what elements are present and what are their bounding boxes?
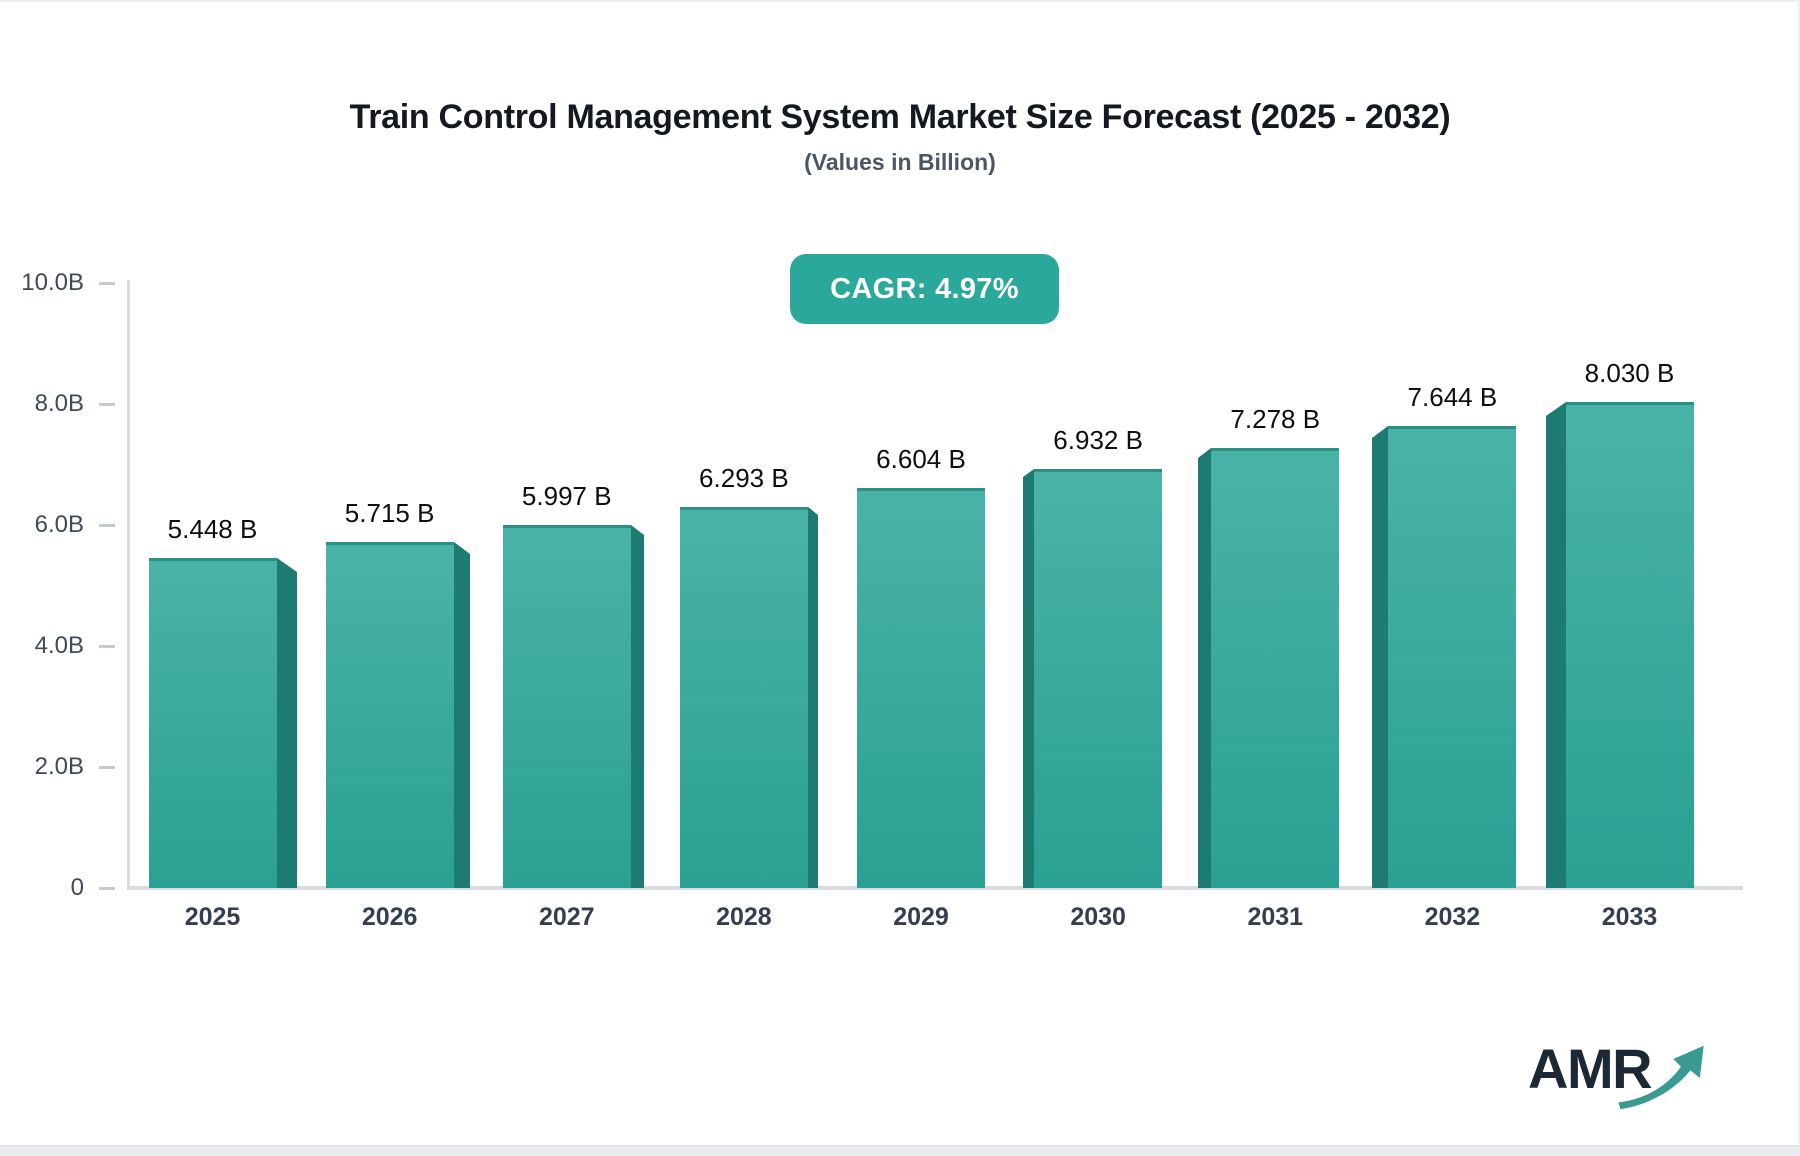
bar-value-label: 6.604 B [876, 444, 966, 474]
bar-value-label: 5.715 B [344, 498, 435, 528]
bar-2031 [1211, 448, 1339, 888]
y-tick-label: 8.0B [34, 390, 84, 417]
bar-2027 [503, 525, 631, 888]
bar-value-label: 5.997 B [521, 481, 612, 511]
x-axis-label-2026: 2026 [361, 903, 418, 931]
x-axis-label-2029: 2029 [893, 903, 949, 931]
x-axis-label-2027: 2027 [538, 903, 595, 931]
y-axis-line [127, 280, 130, 888]
y-tick-label: 4.0B [34, 632, 84, 659]
chart-subtitle: (Values in Billion) [804, 149, 996, 175]
amr-logo: AMR [1528, 1038, 1718, 1122]
bar-3d-side-2026 [454, 542, 470, 888]
bar-3d-side-2025 [277, 558, 297, 888]
y-tick-mark [99, 887, 115, 890]
bar-3d-side-2030 [1023, 469, 1034, 888]
bar-2032 [1388, 426, 1516, 888]
y-tick-mark [99, 524, 115, 527]
chart-title: Train Control Management System Market S… [349, 98, 1451, 136]
bar-2030 [1034, 469, 1162, 888]
y-tick-label: 10.0B [21, 269, 84, 296]
bar-3d-side-2033 [1546, 402, 1566, 888]
bar-value-label: 5.448 B [167, 514, 258, 544]
bar-2026 [326, 542, 454, 888]
x-axis-label-2030: 2030 [1070, 903, 1126, 931]
bar-value-label: 6.932 B [1053, 425, 1143, 455]
bar-3d-side-2028 [808, 507, 818, 888]
top-edge-divider [0, 0, 1800, 2]
bottom-edge-strip [0, 1145, 1800, 1156]
bar-value-label: 6.293 B [699, 463, 789, 493]
bar-value-label: 7.644 B [1407, 382, 1498, 412]
y-tick-mark [99, 403, 115, 406]
y-tick-mark [99, 282, 115, 285]
bar-3d-side-2031 [1198, 448, 1211, 888]
y-tick-mark [99, 645, 115, 648]
growth-arrow-icon [1618, 1045, 1704, 1110]
bar-2028 [680, 507, 808, 888]
bar-value-label: 8.030 B [1584, 358, 1675, 388]
bar-2025 [149, 558, 277, 888]
bar-3d-side-2032 [1372, 426, 1388, 888]
x-axis-label-2028: 2028 [716, 903, 772, 931]
bar-3d-side-2027 [631, 525, 644, 888]
cagr-badge: CAGR: 4.97% [790, 254, 1059, 324]
y-tick-label: 0 [70, 874, 84, 901]
bar-2033 [1566, 402, 1694, 888]
x-axis-label-2033: 2033 [1601, 903, 1658, 931]
x-axis-baseline [127, 886, 1743, 890]
amr-logo-text: AMR [1528, 1037, 1653, 1100]
x-axis-label-2025: 2025 [184, 903, 241, 931]
x-axis-label-2032: 2032 [1424, 903, 1481, 931]
right-edge-divider [1798, 0, 1800, 1156]
x-axis-label-2031: 2031 [1247, 903, 1304, 931]
bar-value-label: 7.278 B [1230, 404, 1321, 434]
y-tick-mark [99, 766, 115, 769]
y-tick-label: 2.0B [34, 753, 84, 780]
bar-2029 [857, 488, 985, 888]
y-tick-label: 6.0B [34, 511, 84, 538]
